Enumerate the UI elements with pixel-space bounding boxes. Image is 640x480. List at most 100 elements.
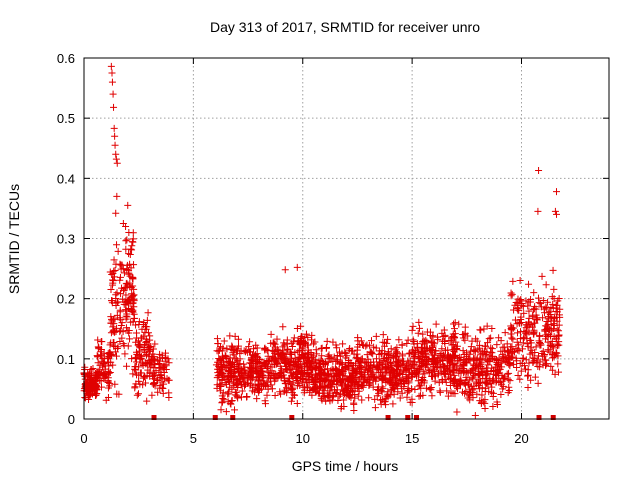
data-point [467, 368, 475, 376]
data-point [536, 340, 544, 348]
data-point [156, 384, 164, 392]
data-point [318, 352, 326, 360]
data-point [553, 349, 561, 357]
data-point [278, 356, 286, 364]
data-point [315, 389, 323, 397]
data-point [481, 387, 489, 395]
data-point [379, 338, 387, 346]
data-point [506, 362, 514, 370]
data-point [538, 352, 546, 360]
data-point [513, 338, 521, 346]
data-point [293, 400, 301, 408]
data-point [517, 313, 525, 321]
data-point [358, 396, 366, 404]
data-point [107, 285, 115, 293]
data-point [328, 396, 336, 404]
data-point [304, 383, 312, 391]
data-point [423, 361, 431, 369]
data-point [328, 365, 336, 373]
data-point [481, 399, 489, 407]
data-point [437, 352, 445, 360]
data-point [119, 286, 127, 294]
data-point [118, 261, 126, 269]
data-point [280, 339, 288, 347]
data-point [447, 388, 455, 396]
data-point [531, 319, 539, 327]
data-point [114, 343, 122, 351]
data-point [122, 222, 130, 230]
data-point [403, 393, 411, 401]
data-point [366, 348, 374, 356]
data-point [490, 366, 498, 374]
data-point [443, 354, 451, 362]
data-point [295, 340, 303, 348]
data-point [546, 348, 554, 356]
data-point [489, 352, 497, 360]
data-point [158, 364, 166, 372]
x-tick-label: 0 [80, 431, 87, 446]
chart-title: Day 313 of 2017, SRMTID for receiver unr… [210, 19, 480, 35]
data-point [329, 393, 337, 401]
data-point [428, 346, 436, 354]
data-point [340, 402, 348, 410]
data-point [107, 319, 115, 327]
data-point [277, 369, 285, 377]
data-point [384, 388, 392, 396]
data-point [122, 245, 130, 253]
data-point [507, 289, 515, 297]
data-point [108, 297, 116, 305]
data-point [543, 360, 551, 368]
data-point [544, 338, 552, 346]
data-point [326, 389, 334, 397]
data-point [553, 210, 560, 218]
data-point [273, 335, 281, 343]
data-point [226, 366, 234, 374]
data-point [322, 397, 330, 405]
data-point [372, 332, 380, 340]
data-point [432, 320, 440, 328]
data-point [325, 351, 333, 359]
data-point [389, 385, 397, 393]
data-point [395, 336, 403, 344]
bottom-marker [536, 415, 542, 420]
data-point [420, 377, 428, 385]
data-point [132, 380, 140, 388]
data-point [411, 385, 419, 393]
data-point [114, 247, 122, 255]
data-point [129, 370, 137, 378]
data-point [372, 377, 380, 385]
data-point [110, 124, 118, 132]
data-point [219, 369, 227, 377]
data-point [384, 335, 392, 343]
data-point [508, 326, 516, 334]
data-point [529, 358, 537, 366]
data-point [529, 330, 537, 338]
data-point [340, 387, 348, 395]
data-point [556, 313, 564, 321]
data-point [270, 349, 278, 357]
data-point [126, 251, 134, 259]
data-point [335, 371, 343, 379]
data-point [354, 354, 362, 362]
data-point [372, 355, 380, 363]
data-point [220, 359, 228, 367]
data-point [107, 352, 115, 360]
data-point [476, 357, 484, 365]
data-point [263, 378, 271, 386]
data-point [386, 358, 394, 366]
data-point [116, 314, 124, 322]
data-point [387, 353, 395, 361]
data-point [355, 358, 363, 366]
data-point [112, 209, 120, 217]
data-point [104, 377, 112, 385]
data-point [143, 337, 151, 345]
data-point [293, 263, 301, 271]
data-point [346, 372, 354, 380]
data-point [95, 372, 103, 380]
data-point [405, 350, 413, 358]
data-point [90, 386, 98, 394]
data-point [219, 389, 227, 397]
data-point [351, 390, 359, 398]
data-point [373, 362, 381, 370]
data-point [396, 376, 404, 384]
